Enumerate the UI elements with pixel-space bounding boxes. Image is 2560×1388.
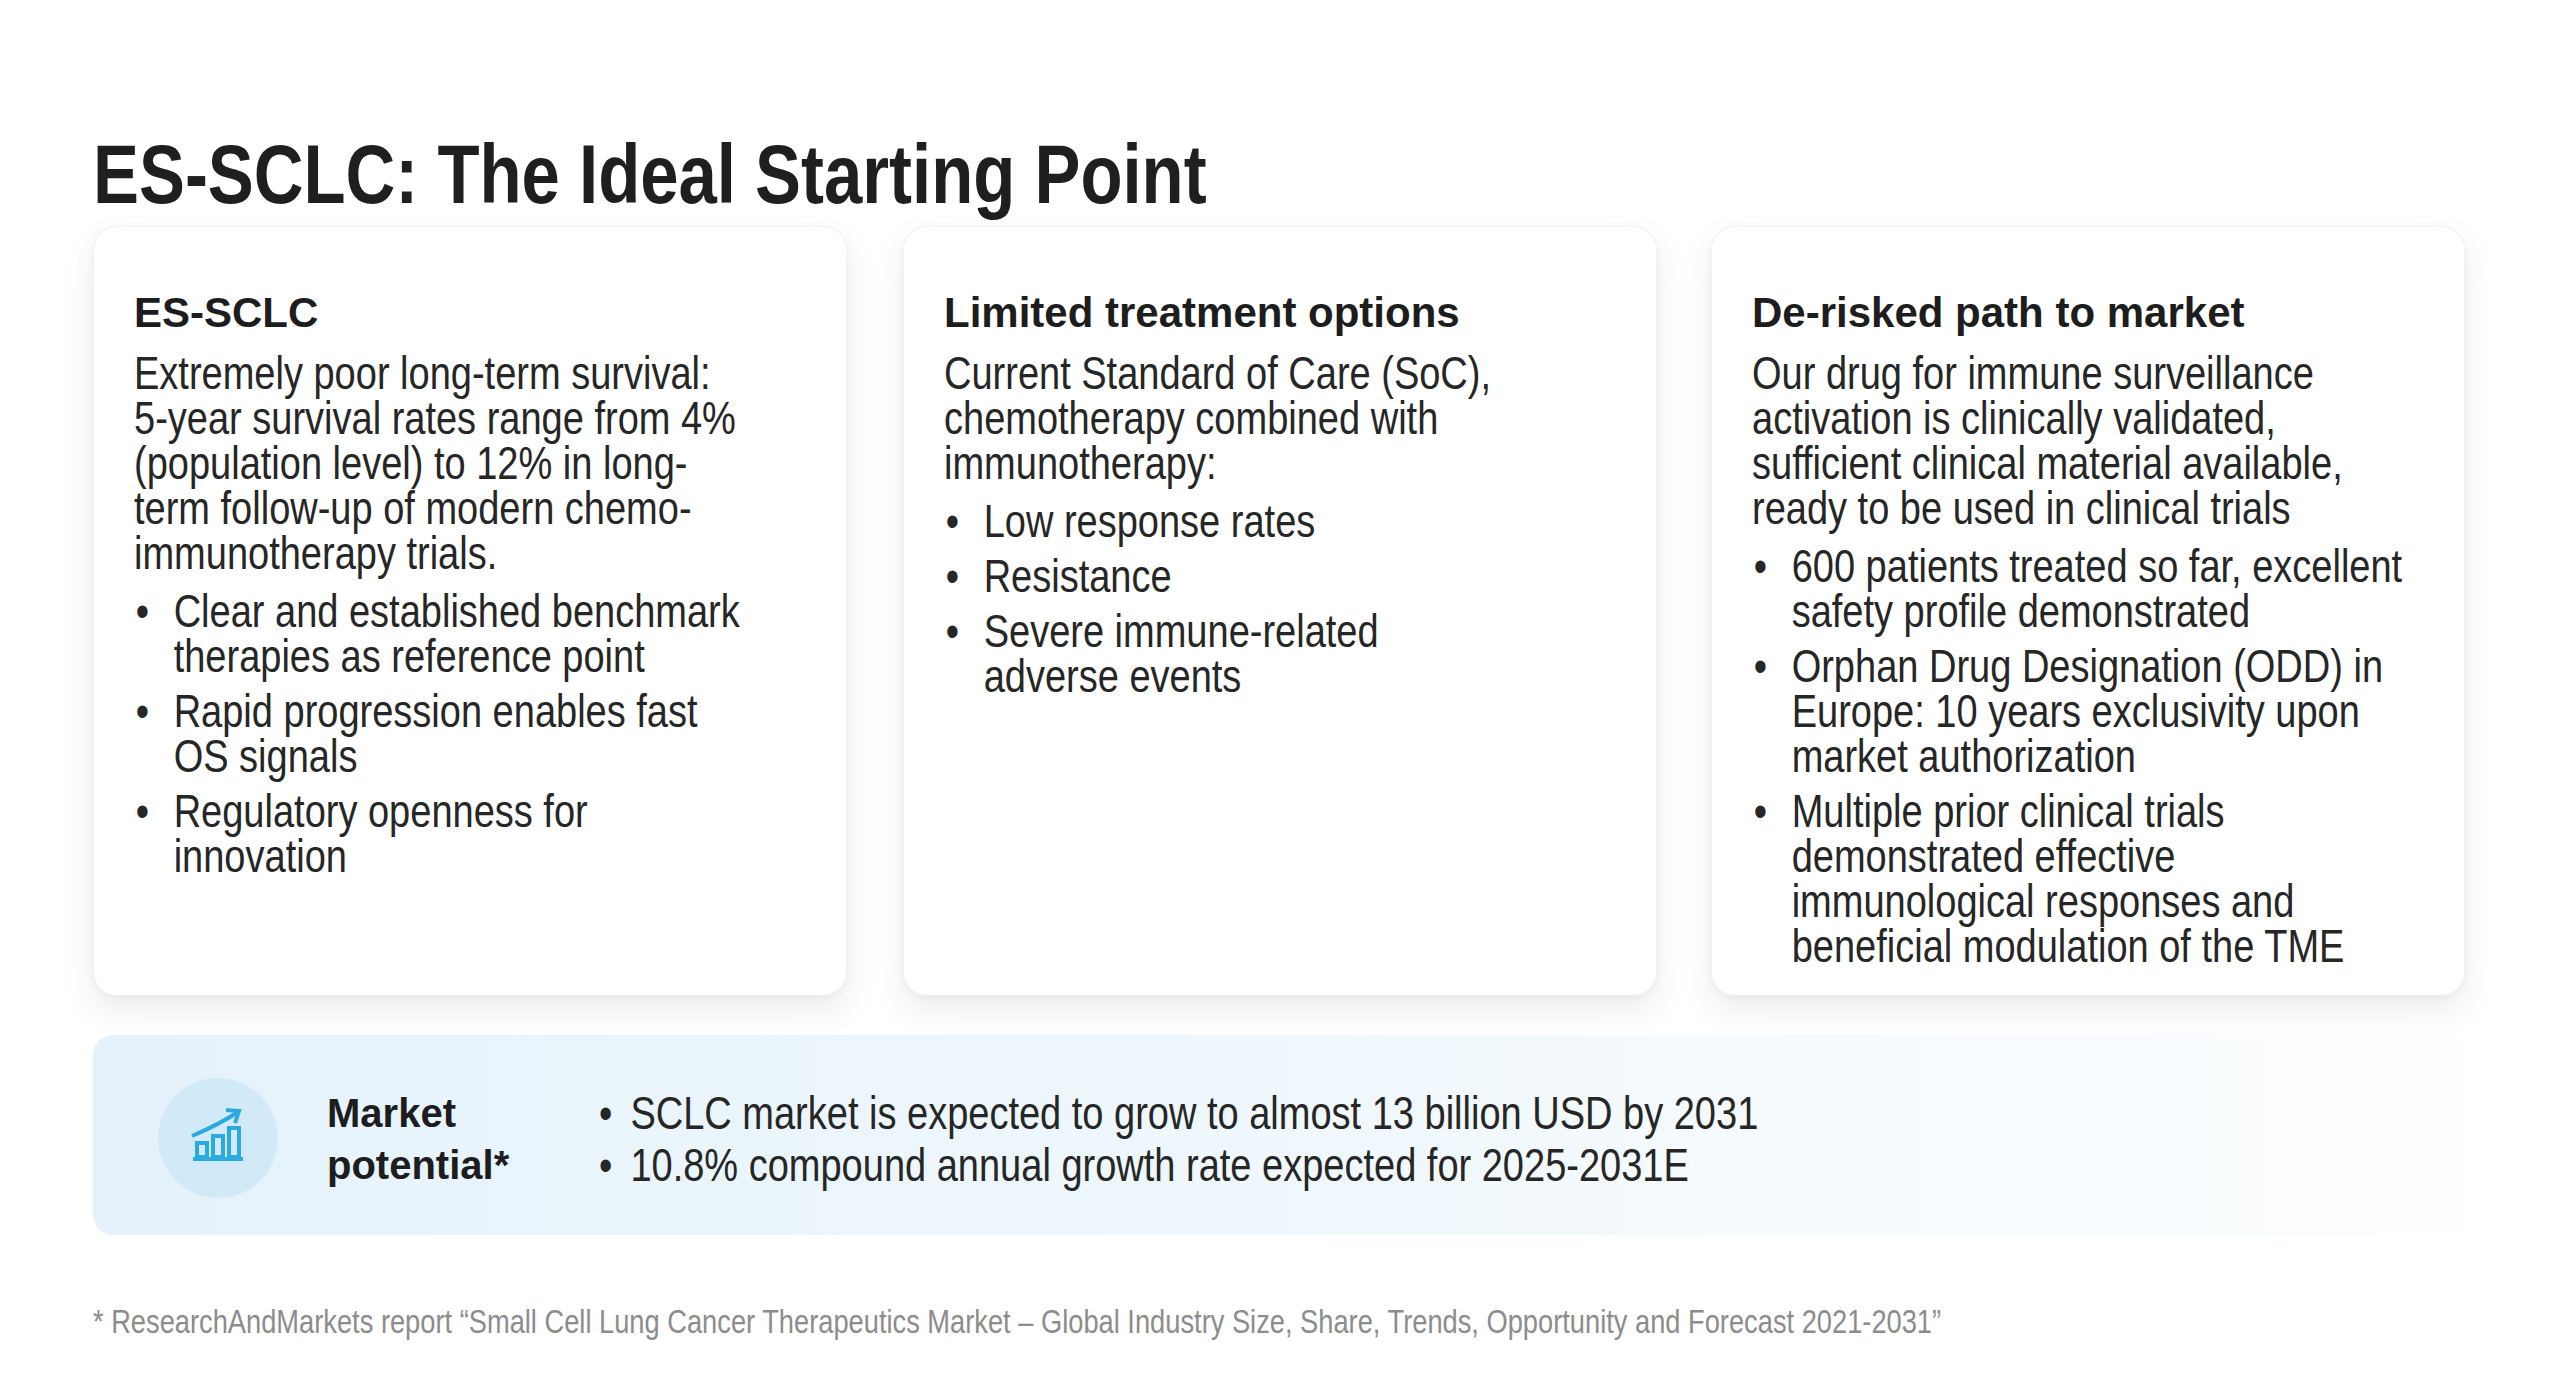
bullet-item: Severe immune-related adverse events [944,609,1504,699]
card-es-sclc: ES-SCLC Extremely poor long-term surviva… [93,226,847,996]
market-potential-label: Market potential* [327,1087,557,1191]
card-bullet-list: Low response rates Resistance Severe imm… [944,499,1504,699]
icon-circle [158,1078,278,1198]
card-paragraph: Extremely poor long-term survival: 5-yea… [134,351,749,576]
bullet-item: Resistance [944,554,1504,599]
banner-bullet-item: 10.8% compound annual growth rate expect… [599,1139,2169,1191]
bullet-item: Multiple prior clinical trials demonstra… [1752,789,2412,969]
bullet-item: Orphan Drug Designation (ODD) in Europe:… [1752,644,2412,779]
card-bullet-list: 600 patients treated so far, excellent s… [1752,544,2412,969]
growth-chart-icon [184,1102,252,1174]
card-paragraph: Current Standard of Care (SoC), chemothe… [944,351,1504,486]
card-bullet-list: Clear and established benchmark therapie… [134,589,749,879]
bullet-item: Rapid progression enables fast OS signal… [134,689,749,779]
card-body: Current Standard of Care (SoC), chemothe… [944,351,1504,699]
slide: ES-SCLC: The Ideal Starting Point ES-SCL… [0,0,2560,1388]
card-limited-treatment-options: Limited treatment options Current Standa… [903,226,1657,996]
card-heading: Limited treatment options [944,289,1656,337]
card-derisked-path: De-risked path to market Our drug for im… [1711,226,2465,996]
card-paragraph: Our drug for immune surveillance activat… [1752,351,2412,531]
bullet-item: Clear and established benchmark therapie… [134,589,749,679]
card-heading: ES-SCLC [134,289,846,337]
card-heading: De-risked path to market [1752,289,2464,337]
card-body: Extremely poor long-term survival: 5-yea… [134,351,749,879]
banner-bullet-item: SCLC market is expected to grow to almos… [599,1087,2169,1139]
card-body: Our drug for immune surveillance activat… [1752,351,2412,969]
banner-bullet-list: SCLC market is expected to grow to almos… [599,1087,2169,1191]
market-potential-banner: Market potential* SCLC market is expecte… [93,1035,2467,1235]
bullet-item: 600 patients treated so far, excellent s… [1752,544,2412,634]
footnote: * ResearchAndMarkets report “Small Cell … [93,1302,1993,1342]
banner-bullets: SCLC market is expected to grow to almos… [599,1087,2169,1191]
bullet-item: Regulatory openness for innovation [134,789,749,879]
page-title: ES-SCLC: The Ideal Starting Point [93,130,1323,218]
bullet-item: Low response rates [944,499,1504,544]
